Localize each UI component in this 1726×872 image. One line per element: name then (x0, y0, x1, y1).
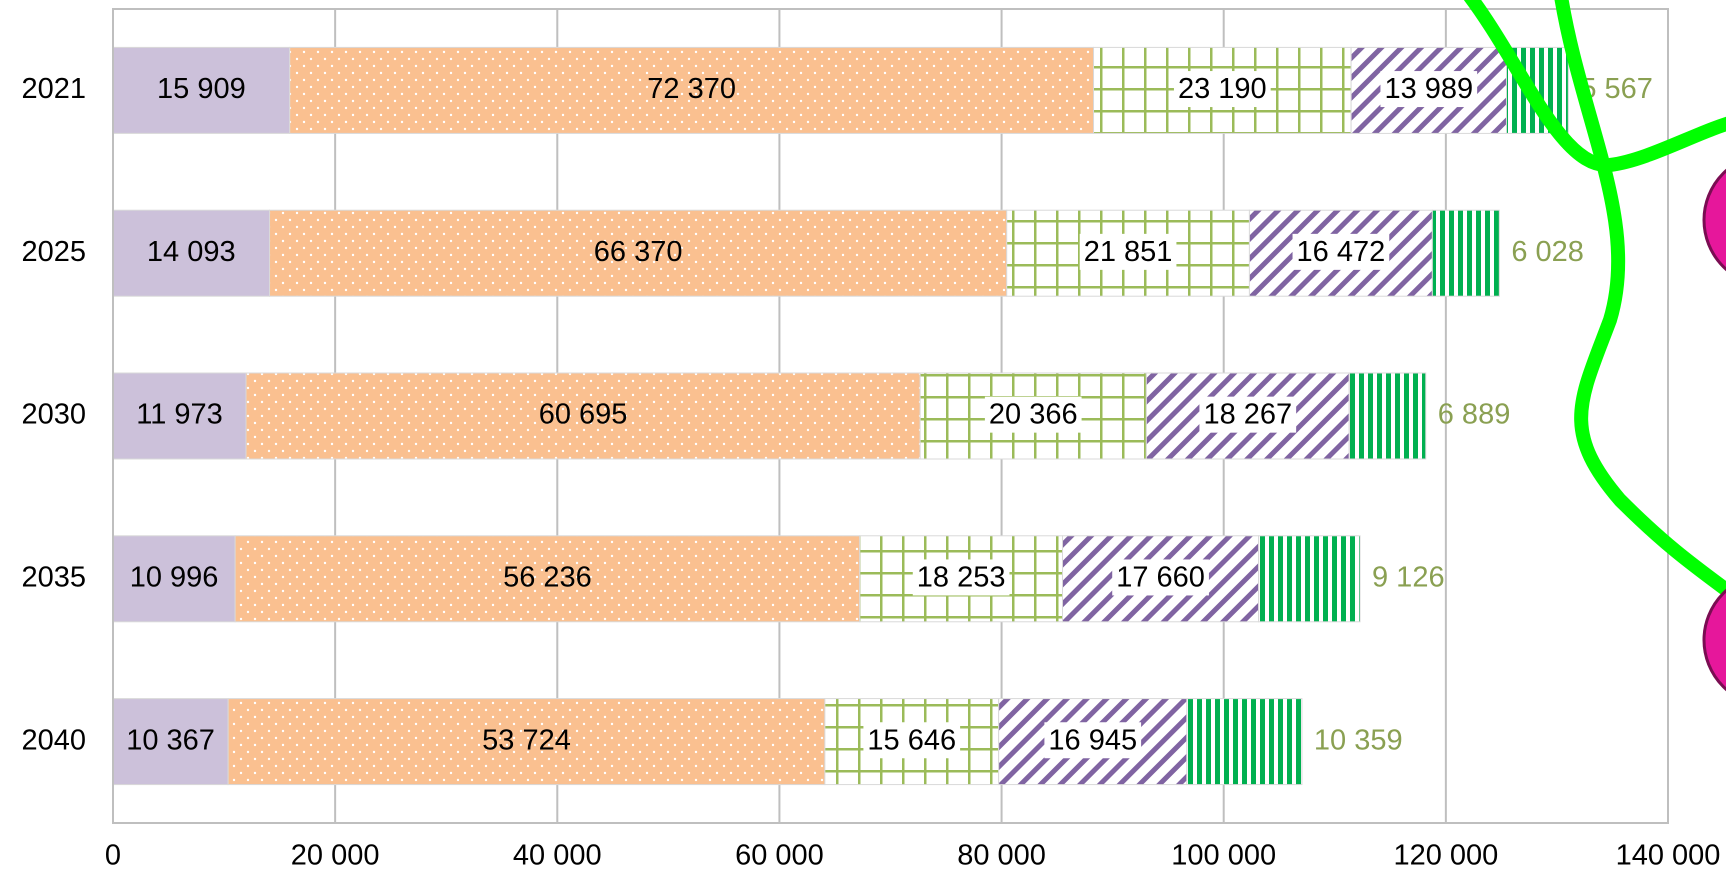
bar-segment (245, 372, 921, 460)
value-label: 14 093 (147, 236, 236, 268)
value-label: 18 253 (917, 561, 1006, 593)
value-label: 20 366 (989, 399, 1078, 431)
value-label: 11 973 (136, 399, 223, 431)
value-label: 6 889 (1438, 399, 1511, 431)
label-background (912, 559, 1010, 596)
x-tick-label: 60 000 (735, 840, 824, 872)
y-tick-label: 2025 (21, 236, 86, 268)
label-background (1079, 233, 1177, 270)
value-label: 66 370 (594, 236, 683, 268)
value-label: 10 359 (1314, 724, 1403, 756)
y-tick-label: 2040 (21, 724, 86, 756)
label-background (863, 722, 961, 759)
value-label: 6 028 (1511, 236, 1584, 268)
x-tick-label: 0 (105, 840, 121, 872)
value-label: 10 996 (130, 561, 219, 593)
label-background (984, 396, 1082, 433)
value-label: 10 367 (126, 724, 215, 756)
value-label: 21 851 (1084, 236, 1173, 268)
value-label: 18 267 (1203, 399, 1292, 431)
value-label: 17 660 (1116, 561, 1205, 593)
bar-segment (112, 698, 229, 786)
bar-segment (1186, 698, 1303, 786)
bar-segment (1248, 209, 1433, 297)
value-label: 13 989 (1384, 73, 1473, 105)
x-tick-label: 100 000 (1171, 840, 1276, 872)
label-background (1380, 71, 1478, 108)
bar-segment (112, 209, 271, 297)
y-tick-label: 2021 (21, 73, 86, 105)
overlay-curve (1554, 0, 1726, 599)
label-background (1292, 233, 1390, 270)
value-label: 72 370 (647, 73, 736, 105)
value-label: 60 695 (539, 399, 628, 431)
overlay-circle (1702, 168, 1726, 272)
bar-segment (1431, 209, 1500, 297)
bar-segment (234, 535, 861, 623)
value-label: 56 236 (503, 561, 592, 593)
value-label: 53 724 (482, 724, 571, 756)
label-background (1044, 722, 1142, 759)
bar-segment (1348, 372, 1427, 460)
label-background (1199, 396, 1297, 433)
x-tick-label: 140 000 (1616, 840, 1721, 872)
value-label: 23 190 (1178, 73, 1267, 105)
x-tick-label: 20 000 (291, 840, 380, 872)
plot-border (112, 8, 1669, 824)
bar-segment (269, 209, 1008, 297)
bar-segment (1258, 535, 1361, 623)
value-label: 15 909 (157, 73, 246, 105)
label-background (1173, 71, 1271, 108)
bar-segment (227, 698, 826, 786)
bar-segment (289, 46, 1095, 134)
x-tick-label: 120 000 (1393, 840, 1498, 872)
value-label: 9 126 (1372, 561, 1445, 593)
value-label: 15 646 (867, 724, 956, 756)
y-tick-label: 2035 (21, 561, 86, 593)
value-label: 16 945 (1048, 724, 1137, 756)
x-tick-label: 40 000 (513, 840, 602, 872)
x-tick-label: 80 000 (957, 840, 1046, 872)
y-tick-label: 2030 (21, 399, 86, 431)
value-label: 16 472 (1297, 236, 1386, 268)
overlay-circle (1702, 588, 1726, 692)
bar-segment (112, 535, 236, 623)
label-background (1112, 559, 1209, 596)
